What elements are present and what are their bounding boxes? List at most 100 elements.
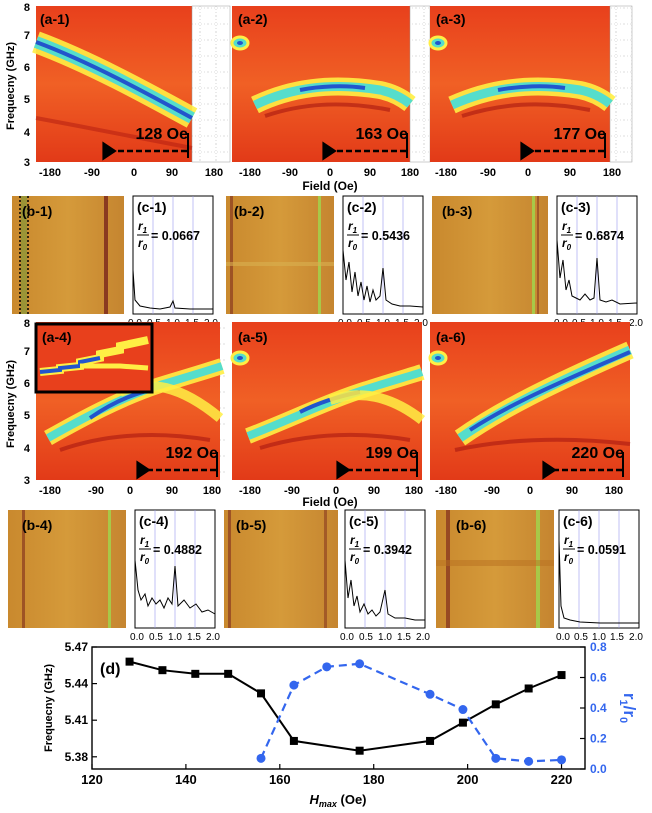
panel-label: (b-5): [236, 517, 266, 533]
hmax-label: 128 Oe: [136, 126, 189, 143]
bottom-y-axis-label: Frequecny (GHz): [5, 360, 17, 448]
y-tick: 3: [24, 475, 30, 487]
frequency-point: [557, 671, 566, 680]
ratio-point: [256, 753, 266, 763]
frequency-point: [524, 684, 533, 693]
y-tick: 3: [24, 157, 30, 169]
c-tick: 1.0: [378, 632, 392, 643]
ratio-point: [491, 753, 501, 763]
ratio-point: [524, 756, 534, 766]
x-tick: 0: [527, 485, 533, 497]
ratio-den: r0: [138, 236, 148, 252]
heatmap-a5: (a-5) 199 Oe: [230, 322, 426, 480]
domain-row-2: (b-4) (c-4) r1 r0 = 0.4882 0.0 0.5 1.0 1…: [8, 509, 643, 643]
ratio-num: r1: [564, 533, 574, 549]
hmax-label: 163 Oe: [356, 126, 409, 143]
c-tick: 0.5: [149, 632, 163, 643]
c-tick: 1.0: [592, 632, 606, 643]
ratio-den: r0: [562, 236, 572, 252]
y-tick-label-left: 5.47: [65, 640, 89, 654]
frequency-point: [458, 718, 467, 727]
spectrum-c6: (c-6) r1 r0 = 0.0591: [558, 509, 640, 629]
panel-label: (b-3): [442, 203, 472, 219]
c-tick: 0.0: [556, 632, 570, 643]
y-tick-label-right: 0.4: [590, 701, 607, 715]
c-ticks-6: 0.0 0.5 1.0 1.5 2.0: [556, 632, 643, 643]
y-tick: 6: [24, 378, 30, 390]
c-tick: 2.0: [629, 318, 643, 329]
hmax-label: 220 Oe: [572, 445, 625, 462]
x-tick: 90: [566, 485, 578, 497]
y-tick-label-left: 5.41: [65, 713, 89, 727]
ratio-value: = 0.3942: [363, 543, 412, 557]
c-ticks-5: 0.0 0.5 1.0 1.5 2.0: [340, 632, 430, 643]
ratio-value: = 0.0667: [151, 229, 200, 243]
x-tick: -180: [39, 167, 61, 179]
y-tick: 7: [24, 30, 30, 42]
domain-image-b6: (b-6): [436, 510, 554, 628]
x-tick: 90: [364, 167, 376, 179]
ratio-point: [425, 689, 435, 699]
frequency-point: [257, 689, 266, 698]
x-tick: 180: [205, 167, 223, 179]
inset-a4: (a-4): [34, 322, 154, 394]
x-tick: 90: [368, 485, 380, 497]
x-tick: 180: [401, 167, 419, 179]
ratio-num: r1: [348, 219, 358, 235]
ratio-value: = 0.6874: [575, 229, 624, 243]
heatmap-a3: (a-3) 177 Oe: [428, 5, 633, 163]
domain-image-b1: (b-1): [12, 196, 124, 314]
c-tick: 1.5: [187, 632, 201, 643]
panel-label: (a-5): [238, 329, 268, 345]
spectrum-c5: (c-5) r1 r0 = 0.3942: [344, 509, 426, 629]
ratio-value: = 0.5436: [361, 229, 410, 243]
x-tick-label: 200: [457, 772, 479, 787]
x-tick-label: 160: [269, 772, 291, 787]
x-tick: -90: [88, 485, 104, 497]
x-tick: 90: [564, 167, 576, 179]
y-tick: 8: [24, 2, 30, 14]
x-tick: -90: [480, 167, 496, 179]
y-axis-label-right: r1/r0: [617, 693, 639, 723]
panel-label: (c-3): [561, 199, 591, 215]
domain-image-b3: (b-3): [432, 196, 548, 314]
bottom-x-ticks: -180 -90 0 90 180 -180 -90 0 90 180 -180…: [39, 485, 623, 497]
bottom-y-ticks: 3 4 5 6 7 8: [24, 318, 31, 487]
panel-label: (c-6): [563, 513, 593, 529]
plot-frame: [91, 646, 586, 770]
frequency-point: [191, 669, 200, 678]
x-axis-label: Hmax (Oe): [309, 792, 366, 809]
c-tick: 0.5: [574, 632, 588, 643]
ratio-point: [322, 662, 332, 672]
x-tick: 90: [166, 167, 178, 179]
c-tick: 2.0: [629, 632, 643, 643]
y-tick: 5: [24, 410, 30, 422]
y-tick-label-right: 0.0: [590, 762, 607, 776]
y-axis-label-left: Frequecny (GHz): [43, 664, 55, 752]
ratio-den: r0: [350, 550, 360, 566]
y-tick-label-right: 0.2: [590, 732, 607, 746]
y-tick-label-left: 5.44: [65, 677, 89, 691]
x-tick: -180: [239, 485, 261, 497]
ratio-point: [458, 705, 468, 715]
x-tick: 0: [131, 167, 137, 179]
ratio-num: r1: [140, 533, 150, 549]
panel-label: (d): [100, 661, 120, 678]
x-tick: -180: [39, 485, 61, 497]
ratio-den: r0: [564, 550, 574, 566]
top-y-axis-label: Frequecny (GHz): [5, 42, 17, 130]
hmax-label: 199 Oe: [366, 445, 419, 462]
heatmap-a2: (a-2) 163 Oe: [230, 5, 431, 163]
ratio-point: [355, 659, 365, 669]
bottom-x-axis-label: Field (Oe): [302, 495, 357, 509]
bottom-heatmap-row: Frequecny (GHz) 3 4 5 6 7 8 (a-4): [5, 318, 634, 509]
hmax-label: 192 Oe: [166, 445, 219, 462]
y-tick: 8: [24, 318, 30, 330]
y-tick-label-left: 5.38: [65, 750, 89, 764]
panel-label: (b-4): [22, 517, 52, 533]
ratio-point: [289, 680, 299, 690]
ratio-value: = 0.4882: [153, 543, 202, 557]
top-heatmap-row: Frequecny (GHz) 3 4 5 6 7 8 (a-1) 128 Oe: [5, 2, 633, 193]
y-tick-label-right: 0.6: [590, 671, 607, 685]
